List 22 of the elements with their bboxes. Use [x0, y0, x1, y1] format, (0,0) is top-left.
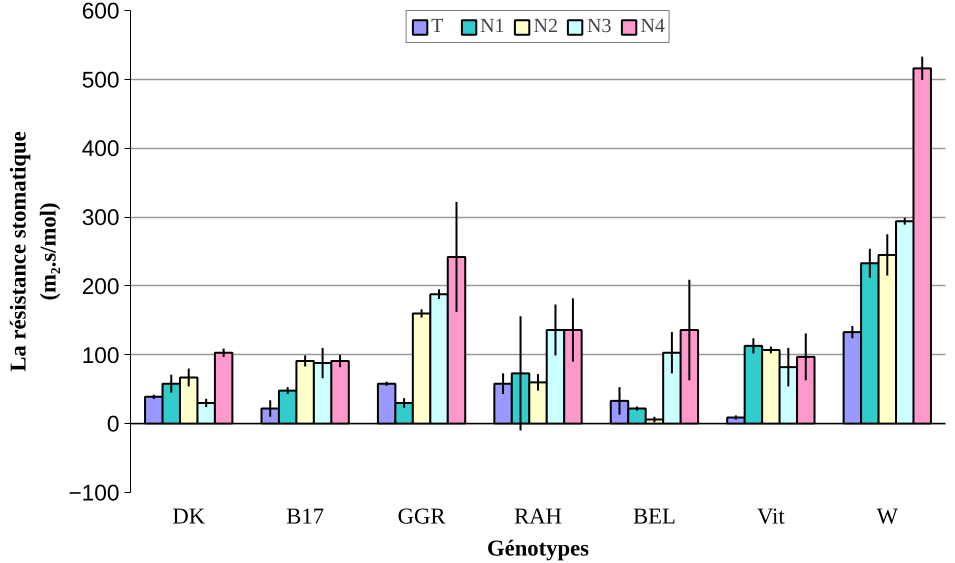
y-tick-label: 300 [82, 204, 120, 230]
x-tick-label: B17 [286, 504, 324, 528]
y-axis-title: La résistance stomatique (m₂.s/mol) [5, 131, 60, 372]
legend-label: N1 [480, 15, 505, 38]
y-tick-label: 500 [82, 66, 120, 92]
x-axis-title: Génotypes [487, 536, 590, 560]
legend-label: N4 [640, 15, 665, 38]
y-tick-label: 0 [106, 410, 120, 437]
x-tick-label: W [876, 504, 899, 528]
y-tick-label: 200 [82, 272, 120, 299]
legend-label: N2 [534, 15, 558, 38]
x-tick-label: DK [172, 504, 206, 528]
y-tick-label: 600 [82, 0, 120, 24]
legend-label: N3 [587, 15, 612, 38]
x-tick-label: GGR [398, 504, 446, 528]
x-tick-label: BEL [633, 504, 676, 528]
y-tick-label: −100 [68, 480, 120, 506]
x-tick-label: RAH [514, 504, 562, 528]
y-tick-label: 400 [82, 135, 120, 162]
x-tick-label: Vit [757, 504, 786, 528]
legend-label: T [431, 15, 444, 38]
y-tick-label: 100 [82, 342, 120, 368]
